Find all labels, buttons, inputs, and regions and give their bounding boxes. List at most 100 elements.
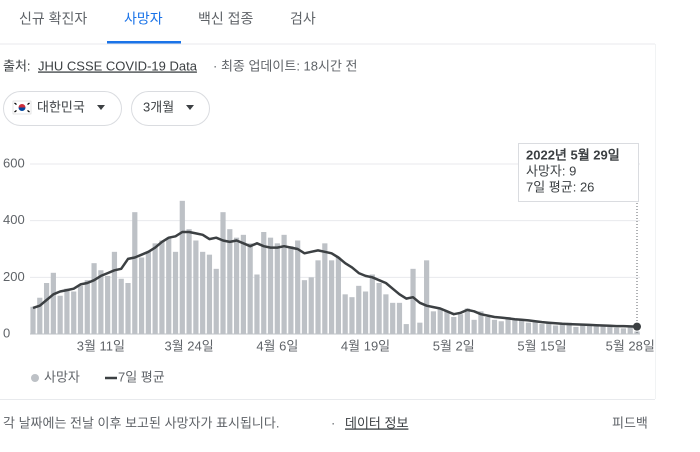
bar [71,291,77,334]
bar [220,212,226,334]
bar [519,319,525,334]
bar [274,243,280,334]
footer-note: 각 날짜에는 전날 이후 보고된 사망자가 표시됩니다. [3,415,279,430]
bar [369,274,375,334]
bar [111,251,118,334]
bar [539,324,545,334]
bar [64,288,70,334]
hover-point [633,322,641,331]
x-tick-label: 5월 28일 [606,338,655,353]
bar [329,260,335,334]
bar [586,324,593,334]
tab[interactable]: 검사 [290,11,316,27]
bar [573,326,579,334]
region-dropdown[interactable] [3,91,122,126]
bar [437,308,443,334]
tooltip [518,143,639,202]
bar [580,325,586,334]
bar [295,240,301,334]
bar [159,240,165,334]
bar [118,278,124,334]
bar [172,251,179,334]
bar [213,268,219,334]
bar [430,311,437,334]
bar [77,285,84,334]
updated: · 최종 업데이트: 18시간 전 [213,58,358,73]
bar [37,297,43,334]
bar [98,270,104,334]
source-label: 출처: [3,58,31,73]
tooltip-line: 7일 평균: 26 [526,179,594,194]
feedback[interactable]: 피드백 [612,415,648,430]
bar [247,243,253,334]
bar [193,240,199,334]
period-dropdown[interactable] [131,91,210,126]
bar [491,319,498,334]
x-tick-label: 3월 11일 [77,338,125,353]
data-info-link[interactable]: 데이터 정보 [345,415,408,430]
bar [559,324,565,334]
x-tick-label: 5월 2일 [433,338,475,353]
bar [227,229,233,334]
bar [233,237,240,334]
bar [376,283,382,334]
bar [138,257,145,334]
bar [457,314,464,334]
legend-marker [31,374,39,382]
y-tick-label: 200 [3,269,25,284]
bar [132,212,138,334]
tab[interactable]: 신규 확진자 [19,11,87,27]
bar [254,274,260,334]
bar [600,325,606,334]
bar [417,322,423,334]
bar [546,322,552,334]
bar [240,234,246,334]
bar [349,297,355,334]
flag [12,100,32,115]
separator: · [331,415,335,430]
bar [390,302,396,334]
bar [315,260,321,334]
tab-active[interactable]: 사망자 [124,11,163,27]
bar [105,275,111,334]
y-tick-label: 0 [3,325,10,340]
bar [410,268,416,334]
bar [451,317,457,334]
bar [267,237,274,334]
bar [342,294,348,334]
tooltip-title: 2022년 5월 29일 [526,147,620,162]
source-link[interactable]: JHU CSSE COVID-19 Data [38,58,198,73]
caret [186,105,194,110]
bar [281,234,287,334]
tooltip-line: 사망자: 9 [526,163,576,178]
bar [593,326,599,334]
tab[interactable]: 백신 접종 [198,11,254,27]
bar [200,251,206,334]
bar [471,319,477,334]
bar [485,317,491,334]
bar [43,283,50,334]
bar [186,229,192,334]
bar [335,257,341,334]
bar [57,295,63,334]
legend-label: 사망자 [44,369,80,384]
bar [125,283,131,334]
bar [627,326,633,334]
tab-indicator [107,41,181,44]
bar [179,200,185,334]
bar [464,308,470,334]
caret [97,105,105,110]
bar [30,306,36,334]
bar [512,319,518,334]
bar [362,291,369,334]
bar [261,232,267,334]
bar [478,311,484,334]
bar [301,280,308,334]
bar [152,243,158,334]
x-tick-label: 3월 24일 [164,338,213,353]
bar [356,285,362,334]
bar [206,254,213,334]
region: 대한민국 [37,99,85,114]
bar [566,322,572,334]
bar [620,328,627,334]
